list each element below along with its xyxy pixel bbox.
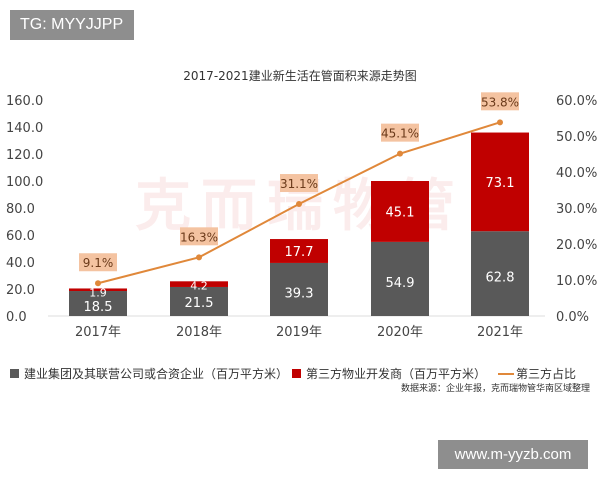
bar-third-party-label: 4.2 — [190, 279, 208, 292]
ratio-label-bg — [79, 253, 117, 272]
y2-tick-label: 20.0% — [556, 238, 597, 253]
ratio-point — [296, 201, 302, 208]
y2-tick-label: 10.0% — [556, 274, 597, 289]
legend-label-group: 建业集团及其联营公司或合资企业（百万平方米） — [24, 366, 288, 381]
bar-third-party-label: 17.7 — [285, 245, 314, 260]
ratio-point — [95, 280, 101, 287]
bar-group-label: 39.3 — [285, 286, 314, 301]
y-tick-label: 0.0 — [6, 310, 27, 325]
bar-third-party-segment — [270, 239, 328, 263]
ratio-label: 53.8% — [481, 95, 519, 109]
y-tick-label: 120.0 — [6, 148, 43, 163]
y-tick-label: 80.0 — [6, 202, 35, 217]
legend-label-ratio: 第三方占比 — [516, 366, 576, 381]
y2-tick-label: 0.0% — [556, 310, 589, 325]
x-tick-label: 2017年 — [75, 325, 121, 340]
ratio-label: 16.3% — [180, 230, 218, 244]
y2-tick-label: 30.0% — [556, 202, 597, 217]
bar-third-party-label: 45.1 — [386, 205, 415, 220]
bar-third-party-label: 1.9 — [89, 286, 107, 299]
ratio-label: 9.1% — [83, 256, 114, 270]
legend-label-third-party: 第三方物业开发商（百万平方米） — [306, 366, 486, 381]
site-label: www.m-yyzb.com — [438, 440, 588, 469]
bar-group-segment — [69, 291, 127, 316]
bar-group-label: 54.9 — [386, 276, 415, 291]
tg-label: TG: MYYJJPP — [10, 10, 134, 40]
y-tick-label: 100.0 — [6, 175, 43, 190]
ratio-label-bg — [180, 227, 218, 246]
chart-title: 2017-2021建业新生活在管面积来源走势图 — [183, 68, 416, 83]
legend-swatch-third-party — [292, 369, 301, 378]
ratio-point — [397, 150, 403, 157]
bar-group-label: 18.5 — [84, 300, 113, 315]
y2-tick-label: 40.0% — [556, 166, 597, 181]
bar-group-segment — [270, 262, 328, 316]
bar-group-segment — [170, 286, 228, 316]
ratio-point — [196, 254, 202, 261]
y-tick-label: 160.0 — [6, 94, 43, 109]
ratio-label-bg — [381, 123, 419, 142]
bar-group-label: 21.5 — [185, 296, 214, 311]
bar-group-segment — [471, 231, 529, 316]
source-note: 数据来源：企业年报，克而瑞物管华南区域整理 — [401, 382, 590, 394]
ratio-label-bg — [481, 92, 519, 111]
bar-third-party-segment — [170, 281, 228, 287]
y-tick-label: 40.0 — [6, 256, 35, 271]
x-tick-label: 2019年 — [276, 325, 322, 340]
y2-tick-label: 60.0% — [556, 94, 597, 109]
bar-third-party-label: 73.1 — [486, 176, 515, 191]
bar-third-party-segment — [471, 132, 529, 232]
x-tick-label: 2020年 — [377, 325, 423, 340]
y-tick-label: 140.0 — [6, 121, 43, 136]
y2-tick-label: 50.0% — [556, 130, 597, 145]
x-tick-label: 2021年 — [477, 325, 523, 340]
ratio-label: 31.1% — [280, 177, 318, 191]
ratio-label: 45.1% — [381, 127, 419, 141]
bar-group-label: 62.8 — [486, 271, 515, 286]
ratio-point — [497, 119, 503, 126]
legend-swatch-group — [10, 369, 19, 378]
y-tick-label: 60.0 — [6, 229, 35, 244]
bar-third-party-segment — [69, 288, 127, 292]
bar-third-party-segment — [371, 181, 429, 242]
ratio-label-bg — [280, 174, 318, 193]
bar-group-segment — [371, 241, 429, 316]
y-tick-label: 20.0 — [6, 283, 35, 298]
x-tick-label: 2018年 — [176, 325, 222, 340]
